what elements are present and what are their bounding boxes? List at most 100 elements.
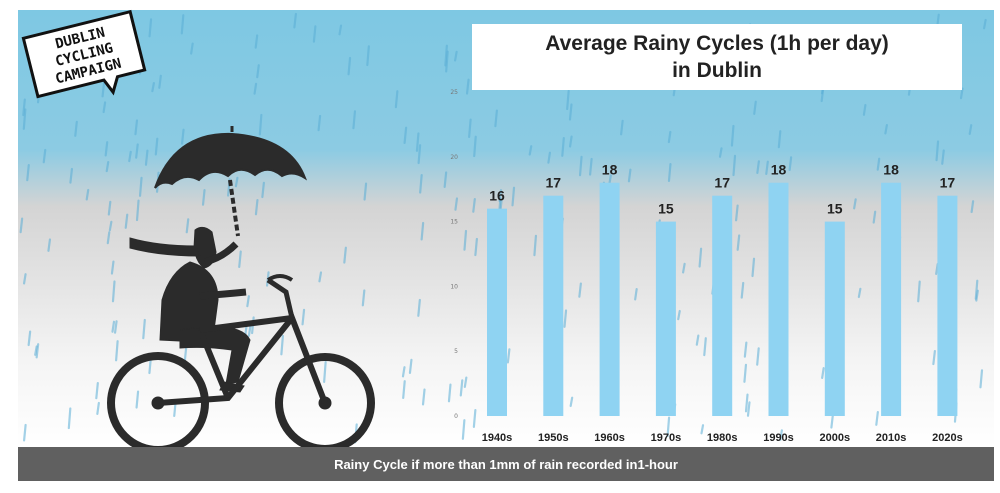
raindrop	[403, 126, 408, 144]
raindrop	[105, 161, 110, 173]
raindrop	[74, 120, 78, 137]
raindrop	[419, 173, 423, 194]
raindrop	[566, 89, 570, 111]
x-tick-2000s: 2000s	[820, 432, 851, 444]
bar-1960s	[599, 182, 620, 416]
raindrop	[312, 25, 317, 43]
value-label-2000s: 15	[827, 201, 843, 217]
raindrop	[108, 220, 113, 232]
x-tick-1950s: 1950s	[538, 432, 569, 444]
raindrop	[421, 388, 426, 406]
raindrop	[563, 309, 568, 328]
x-tick-2010s: 2010s	[876, 432, 907, 444]
raindrop	[756, 160, 760, 175]
raindrop	[142, 318, 146, 340]
raindrop	[352, 110, 357, 130]
raindrop	[862, 103, 867, 116]
value-label-1960s: 18	[602, 162, 618, 178]
raindrop	[361, 289, 366, 307]
raindrop	[568, 103, 573, 121]
raindrop	[620, 119, 624, 136]
raindrop	[743, 363, 748, 383]
raindrop	[634, 287, 638, 301]
raindrop	[463, 229, 468, 251]
raindrop	[735, 204, 739, 222]
raindrop	[135, 143, 139, 159]
raindrop	[779, 429, 783, 441]
raindrop	[777, 130, 782, 149]
raindrop	[111, 280, 116, 303]
dublin-cycling-campaign-logo: DUBLIN CYCLING CAMPAIGN	[21, 9, 147, 99]
raindrop	[280, 334, 284, 356]
raindrop	[34, 345, 38, 356]
raindrop	[148, 18, 153, 38]
raindrop	[941, 149, 945, 165]
raindrop	[627, 168, 632, 183]
raindrop	[35, 343, 40, 359]
raindrop	[830, 413, 835, 429]
raindrop	[788, 156, 793, 172]
raindrop	[190, 42, 194, 55]
raindrop	[113, 320, 118, 334]
raindrop	[22, 98, 26, 117]
raindrop	[917, 280, 921, 303]
raindrop	[347, 56, 352, 76]
raindrop	[959, 87, 964, 100]
value-label-1950s: 17	[546, 175, 562, 191]
raindrop	[135, 199, 140, 222]
value-label-group: 16 17 18 15 17 18 15 18 17	[489, 162, 955, 217]
raindrop	[698, 247, 703, 268]
chart-title: Average Rainy Cycles (1h per day) in Dub…	[472, 24, 962, 90]
raindrop	[247, 324, 252, 337]
x-tick-2020s: 2020s	[932, 432, 963, 444]
raindrop	[820, 87, 825, 103]
raindrop	[474, 237, 478, 257]
raindrop	[666, 416, 671, 438]
raindrop	[472, 408, 477, 428]
raindrop	[746, 401, 751, 417]
raindrop	[677, 309, 681, 321]
raindrop	[983, 18, 987, 30]
raindrop	[27, 330, 32, 347]
raindrop	[47, 238, 52, 252]
raindrop	[151, 82, 155, 93]
raindrop	[254, 199, 259, 216]
raindrop	[547, 151, 552, 164]
raindrop	[561, 136, 565, 157]
raindrop	[293, 12, 297, 29]
raindrop	[253, 82, 258, 95]
x-tick-1940s: 1940s	[482, 432, 513, 444]
raindrop	[732, 154, 737, 177]
raindrop	[459, 379, 464, 397]
raindrop	[107, 200, 112, 216]
raindrop	[22, 273, 27, 285]
raindrop	[258, 113, 263, 136]
bar-1940s	[487, 208, 507, 416]
value-label-1990s: 18	[771, 162, 787, 178]
x-tick-1990s: 1990s	[763, 432, 794, 444]
raindrop	[85, 188, 90, 201]
raindrop	[744, 393, 749, 413]
raindrop	[23, 423, 27, 442]
raindrop	[301, 308, 306, 326]
chart-title-line2: in Dublin	[672, 59, 762, 82]
raindrop	[494, 109, 498, 128]
bar-1950s	[543, 195, 564, 416]
raindrop	[884, 123, 888, 135]
raindrop	[317, 114, 322, 132]
raindrop	[254, 34, 259, 49]
raindrop	[408, 358, 413, 375]
raindrop	[765, 160, 769, 176]
x-tick-1980s: 1980s	[707, 432, 738, 444]
raindrop	[569, 396, 574, 408]
raindrop	[968, 124, 973, 135]
raindrop	[102, 101, 107, 114]
raindrop	[402, 380, 406, 400]
raindrop	[473, 135, 477, 158]
raindrop	[498, 189, 503, 202]
raindrop	[180, 128, 185, 145]
value-label-1940s: 16	[489, 188, 505, 204]
raindrop	[104, 141, 109, 157]
raindrop	[69, 167, 74, 184]
raindrop	[857, 287, 862, 299]
